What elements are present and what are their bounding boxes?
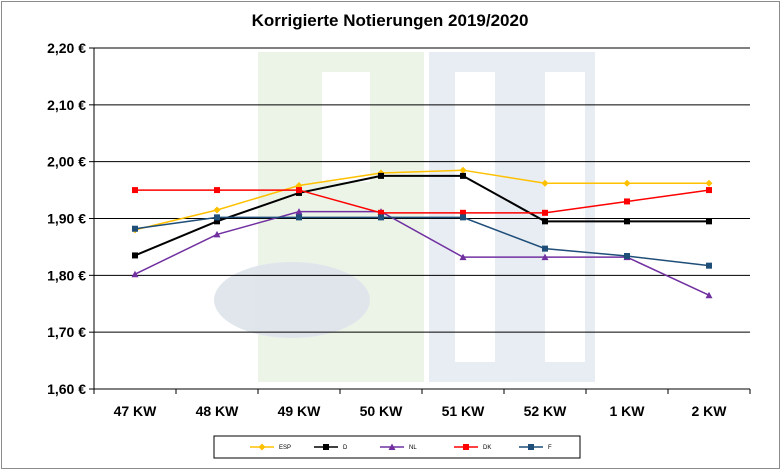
legend-item-esp: ESP: [250, 443, 291, 451]
data-point: [624, 253, 630, 260]
data-point: [378, 209, 384, 216]
x-tick-label: 47 KW: [114, 403, 158, 419]
series-line: [134, 169, 709, 231]
series-line: [134, 216, 710, 267]
data-point: [541, 179, 549, 187]
y-tick-label: 1,70 €: [47, 324, 86, 340]
y-tick-label: 1,60 €: [47, 381, 86, 397]
data-point: [542, 218, 548, 225]
y-tick-label: 2,00 €: [47, 154, 86, 170]
data-point: [214, 214, 220, 221]
data-point: [706, 187, 712, 194]
x-tick-label: 49 KW: [278, 403, 322, 419]
chart-series: [131, 166, 713, 299]
legend-marker: [388, 443, 396, 450]
series-line: [134, 174, 709, 257]
data-point: [624, 218, 630, 225]
data-point: [624, 198, 630, 205]
data-point: [296, 187, 302, 194]
data-point: [705, 179, 713, 187]
data-point: [213, 206, 221, 214]
data-point: [214, 218, 220, 225]
x-tick-label: 50 KW: [360, 403, 404, 419]
legend: ESP D NL DK F: [213, 435, 581, 459]
data-point: [295, 208, 303, 215]
legend-marker: [528, 444, 534, 450]
data-point: [542, 245, 548, 252]
data-point: [460, 172, 466, 179]
data-point: [541, 253, 549, 261]
data-point: [296, 214, 302, 221]
x-tick-label: 52 KW: [524, 403, 568, 419]
y-tick-label: 1,80 €: [47, 267, 86, 283]
legend-item-d: D: [314, 444, 348, 451]
data-point: [459, 253, 467, 261]
legend-label: DK: [483, 445, 491, 451]
data-point: [460, 209, 466, 216]
chart-title: Korrigierte Notierungen 2019/2020: [252, 11, 529, 30]
data-point: [706, 218, 712, 225]
data-point: [460, 214, 466, 221]
y-tick-label: 2,20 €: [47, 40, 86, 56]
data-point: [378, 214, 384, 221]
data-point: [378, 172, 384, 179]
data-point: [705, 291, 713, 299]
legend-label: NL: [409, 445, 417, 451]
y-tick-label: 2,10 €: [47, 97, 86, 113]
x-tick-label: 48 KW: [196, 403, 240, 419]
data-point: [132, 187, 138, 194]
legend-item-nl: NL: [380, 443, 417, 451]
x-tick-label: 2 KW: [692, 403, 728, 419]
data-point: [459, 166, 467, 174]
y-axis-ticks: 1,60 € 1,70 € 1,80 € 1,90 € 2,00 € 2,10 € 2,20…: [47, 40, 86, 397]
chart-grid: [89, 47, 751, 394]
series-dk: [132, 187, 712, 216]
legend-label: ESP: [279, 445, 291, 451]
data-point: [542, 209, 548, 216]
legend-item-dk: DK: [454, 444, 491, 451]
legend-label: D: [343, 445, 348, 451]
series-f: [132, 214, 712, 269]
data-point: [131, 270, 139, 278]
y-tick-label: 1,90 €: [47, 211, 86, 227]
series-line: [134, 210, 710, 296]
legend-marker: [258, 443, 266, 451]
data-point: [132, 225, 138, 232]
data-point: [706, 262, 712, 269]
series-line: [135, 189, 710, 214]
data-point: [213, 230, 221, 238]
data-point: [623, 179, 631, 187]
x-tick-label: 1 KW: [610, 403, 646, 419]
data-point: [132, 252, 138, 259]
x-tick-label: 51 KW: [442, 403, 486, 419]
data-point: [214, 187, 220, 194]
legend-label: F: [548, 445, 552, 451]
legend-item-f: F: [519, 444, 552, 451]
legend-marker: [463, 444, 469, 450]
x-axis-ticks: 47 KW 48 KW 49 KW 50 KW 51 KW 52 KW 1 KW 2 KW: [114, 403, 728, 419]
legend-marker: [323, 444, 329, 450]
